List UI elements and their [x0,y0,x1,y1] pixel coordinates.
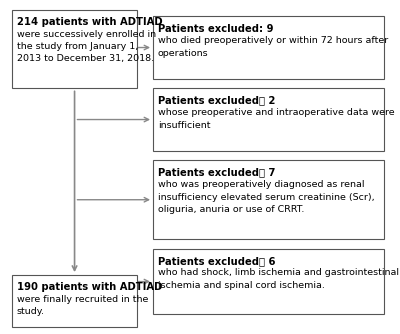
Text: study.: study. [16,307,44,316]
Text: were finally recruited in the: were finally recruited in the [16,295,148,304]
Bar [153,249,384,314]
Text: were successively enrolled in: were successively enrolled in [16,29,156,38]
Text: Patients excluded： 6: Patients excluded： 6 [158,256,275,266]
Text: Patients excluded： 7: Patients excluded： 7 [158,168,275,178]
Text: who was preoperatively diagnosed as renal: who was preoperatively diagnosed as rena… [158,180,364,189]
Text: who had shock, limb ischemia and gastrointestinal: who had shock, limb ischemia and gastroi… [158,269,399,278]
Text: Patients excluded: 9: Patients excluded: 9 [158,24,273,34]
Text: 2013 to December 31, 2018.: 2013 to December 31, 2018. [16,54,154,63]
Text: the study from January 1,: the study from January 1, [16,42,138,51]
Text: insufficiency elevated serum creatinine (Scr),: insufficiency elevated serum creatinine … [158,192,374,201]
Text: insufficient: insufficient [158,121,210,130]
Bar [12,275,137,327]
Text: 190 patients with ADTIAD: 190 patients with ADTIAD [16,282,162,292]
Text: ischemia and spinal cord ischemia.: ischemia and spinal cord ischemia. [158,281,324,290]
Bar [12,10,137,89]
Bar [153,160,384,239]
Text: whose preoperative and intraoperative data were: whose preoperative and intraoperative da… [158,108,394,117]
Text: oliguria, anuria or use of CRRT.: oliguria, anuria or use of CRRT. [158,205,304,214]
Bar [153,16,384,78]
Text: operations: operations [158,48,208,57]
Text: 214 patients with ADTIAD: 214 patients with ADTIAD [16,17,162,27]
Bar [153,89,384,151]
Text: Patients excluded： 2: Patients excluded： 2 [158,96,275,106]
Text: who died preoperatively or within 72 hours after: who died preoperatively or within 72 hou… [158,36,388,45]
